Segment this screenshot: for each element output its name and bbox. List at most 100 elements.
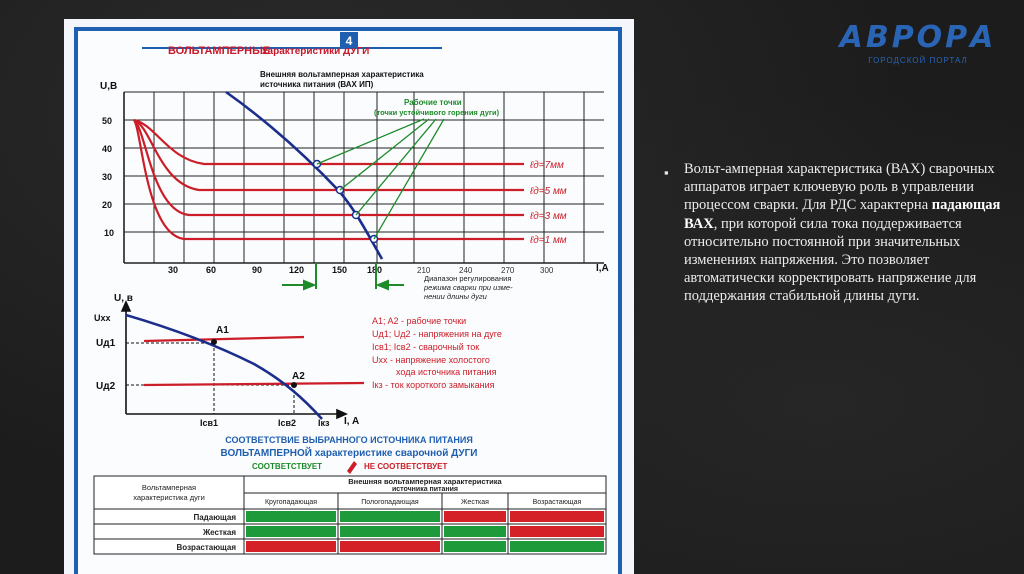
table-col-header: Кругопадающая [265,499,317,506]
table-col-header: Возрастающая [533,499,582,506]
graph1-labels: U,B I,A 50 40 30 20 10 30 60 90 120 150 … [100,81,609,275]
graph1-y-tick: 50 [102,116,112,126]
graph2-y-axis-label: U, в [114,293,133,304]
graph1-y-tick: 20 [102,200,112,210]
body-text-bold: падающая ВАХ [684,197,1001,232]
body-text-part1: Вольт-амперная характеристика (ВАХ) свар… [684,161,995,214]
table-cell-red [444,511,506,522]
graph1-range-label: Диапазон регулирования [424,274,511,283]
graph1-y-tick: 40 [102,144,112,154]
graph1-x-axis-label: I,A [596,263,609,274]
graph2-ud2-label: Uд2 [96,381,116,392]
graph1-work-points-pointers [316,118,445,240]
graph1-arc-label: ℓд=1 мм [529,235,567,246]
vah-poster-image: ВОЛЬТАМПЕРНЫЕ характеристики ДУГИ 4 [64,19,634,574]
bullet-marker: ▪ [664,165,669,180]
table-cell-green [444,526,506,537]
table-cell-red [510,511,604,522]
graph1-y-tick: 10 [104,228,114,238]
graph1-x-tick: 30 [168,265,178,275]
table-col-header: Пологопадающая [361,499,419,506]
graph1-arc-label: ℓд=3 мм [529,211,567,222]
table-cell-green [444,541,506,552]
graph2-arc-line-1 [143,335,305,343]
table-row-header: Падающая [193,513,236,522]
poster-number-badge [340,32,358,48]
graph1-source-label: источника питания (ВАХ ИП) [260,80,374,89]
compat-subtitle: ВОЛЬТАМПЕРНОЙ характеристике сварочной Д… [221,446,478,459]
graph2-ud1-label: Uд1 [96,338,116,349]
compat-title: СООТВЕТСТВИЕ ВЫБРАННОГО ИСТОЧНИКА ПИТАНИ… [225,435,473,445]
table-cell-green [510,541,604,552]
table-header: источника питания [392,486,458,493]
graph1-arc-label: ℓд=7мм [529,160,564,171]
body-text-part2: , при которой сила тока поддерживается о… [684,215,977,305]
graph2-uxx-label: Uхх [94,313,111,323]
graph1-arc-label: ℓд=5 мм [529,186,567,197]
table-corner-label: Вольтамперная [142,483,196,492]
graph1-x-tick: 120 [289,265,304,275]
compat-no-label: НЕ СООТВЕТСТВУЕТ [364,462,447,471]
graph1-x-tick: 210 [417,266,431,275]
legend-line: Uд1; Uд2 - напряжения на дуге [372,329,502,339]
aurora-logo: АВРОРА ГОРОДСКОЙ ПОРТАЛ [832,20,1004,65]
logo-subtitle: ГОРОДСКОЙ ПОРТАЛ [868,56,968,65]
graph1-x-tick: 90 [252,265,262,275]
legend-line: Iсв1; Iсв2 - сварочный ток [372,342,479,352]
graph2-x-axis-label: I, A [344,416,359,427]
graph2-point-a1 [211,339,217,345]
table-cells [246,511,604,552]
logo-text: АВРОРА [839,20,997,55]
compat-yes-label: СООТВЕТСТВУЕТ [252,462,322,471]
graph1-range-markers [282,263,404,291]
graph2-point-a2 [291,382,297,388]
slide-body-text: Вольт-амперная характеристика (ВАХ) свар… [684,160,1014,306]
graph1-work-points-label: Рабочие точки [404,98,462,107]
table-col-header: Жесткая [461,499,489,506]
graph1-x-tick: 180 [367,265,382,275]
compat-arrow-icon [347,461,357,474]
graph2-axes [120,300,348,420]
legend-line: Iкз - ток короткого замыкания [372,380,495,390]
legend-line: хода источника питания [396,367,497,377]
poster-number: 4 [346,34,353,48]
graph2-legend: A1; A2 - рабочие точки Uд1; Uд2 - напряж… [372,316,502,390]
graph2-a1-label: A1 [216,325,229,336]
table-row-header: Жесткая [202,528,236,537]
graph1-y-axis-label: U,B [100,81,117,92]
graph2-icv2-label: Iсв2 [278,418,296,428]
table-header: Внешняя вольтамперная характеристика [348,477,502,486]
graph1-x-tick: 150 [332,265,347,275]
graph1-source-label: Внешняя вольтамперная характеристика [260,70,424,79]
graph2-a2-label: A2 [292,371,305,382]
graph2-arc-line-2 [143,381,365,387]
graph2-dashes [126,342,295,414]
table-cell-green [340,526,440,537]
graph1-range-label: режима сварки при изме- [423,283,513,292]
poster-header: ВОЛЬТАМПЕРНЫЕ характеристики ДУГИ 4 [142,32,442,57]
graph1-y-tick: 30 [102,172,112,182]
graph1-source-label-box [256,67,506,91]
table-cell-green [340,511,440,522]
graph2-ikz-label: Iкз [318,418,330,428]
table-cell-green [246,511,336,522]
graph2-source-curve [125,313,323,420]
graph1-x-tick: 270 [501,266,515,275]
graph1-grid [123,91,604,264]
table-cell-red [510,526,604,537]
poster-title-small: характеристики ДУГИ [262,46,369,57]
table-cell-red [246,541,336,552]
graph1-x-tick: 300 [540,266,554,275]
table-corner-label: характеристика дуги [133,493,205,502]
poster-graphics: ВОЛЬТАМПЕРНЫЕ характеристики ДУГИ 4 [93,32,609,555]
graph1-range-label: нении длины дуги [424,292,488,301]
graph1-arc-curves [133,118,524,241]
table-row-header: Возрастающая [177,543,237,552]
graph1-work-points-sublabel: (точки устойчивого горения дуги) [374,108,500,117]
legend-line: A1; A2 - рабочие точки [372,316,466,326]
legend-line: Uхх - напряжение холостого [372,355,490,365]
graph1-x-tick: 60 [206,265,216,275]
graph2-icv1-label: Iсв1 [200,418,218,428]
graph1-x-tick: 240 [459,266,473,275]
table-cell-green [246,526,336,537]
